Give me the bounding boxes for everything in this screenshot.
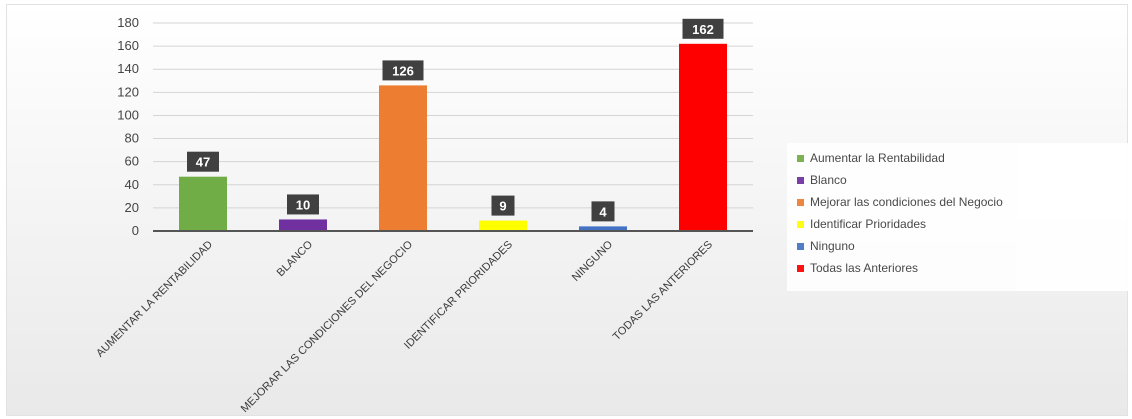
bar <box>379 85 427 232</box>
data-label-text: 4 <box>599 204 607 219</box>
data-label-box <box>682 18 724 39</box>
data-label: 126 <box>382 60 424 81</box>
bar <box>179 176 227 231</box>
legend-label: Ninguno <box>810 239 855 253</box>
legend-swatch <box>797 198 804 206</box>
data-label-text: 9 <box>499 199 506 214</box>
y-tick-label: 160 <box>117 38 139 53</box>
data-label-box <box>382 60 424 81</box>
bars <box>179 43 727 232</box>
legend-item-todas: Todas las Anteriores <box>797 259 918 277</box>
legend-label: Todas las Anteriores <box>810 261 919 275</box>
y-tick-label: 120 <box>117 84 139 99</box>
data-label: 162 <box>682 18 724 39</box>
legend-swatch <box>797 154 804 162</box>
x-tick-label: MEJORAR LAS CONDICIONES DEL NEGOCIO <box>239 238 416 415</box>
y-axis-ticks: 0 20 40 60 80 100 120 140 160 180 <box>117 15 139 238</box>
data-label: 10 <box>287 194 319 215</box>
x-tick-label: AUMENTAR LA RENTABILIDAD <box>94 239 215 360</box>
x-tick-label: IDENTIFICAR PRIORIDADES <box>402 239 515 352</box>
bar <box>479 220 527 231</box>
x-tick-label: NINGUNO <box>570 238 616 284</box>
legend-item-blanco: Blanco <box>797 171 847 189</box>
bar <box>679 43 727 231</box>
y-tick-label: 80 <box>125 131 139 146</box>
y-tick-label: 20 <box>125 200 139 215</box>
legend-item-ninguno: Ninguno <box>797 237 855 255</box>
data-label: 9 <box>491 195 515 216</box>
legend: Aumentar la Rentabilidad Blanco Mejorar … <box>787 143 1132 291</box>
y-tick-label: 0 <box>132 223 139 238</box>
legend-swatch <box>797 176 804 184</box>
bar-chart: 0 20 40 60 80 100 120 140 160 180 47 10 126 9 4 162 AU… <box>94 15 753 415</box>
data-label: 4 <box>591 201 615 222</box>
data-labels: 47 10 126 9 4 162 <box>187 18 724 222</box>
legend-item-identificar: Identificar Prioridades <box>797 215 926 233</box>
legend-item-mejorar: Mejorar las condiciones del Negocio <box>797 193 1003 211</box>
data-label-box <box>187 151 219 172</box>
x-tick-label: BLANCO <box>275 238 316 279</box>
legend-label: Identificar Prioridades <box>810 217 927 231</box>
data-label-text: 126 <box>392 63 414 78</box>
legend-swatch <box>797 264 804 272</box>
gridlines <box>153 22 753 209</box>
y-tick-label: 60 <box>125 154 139 169</box>
y-tick-label: 140 <box>117 61 139 76</box>
data-label-box <box>491 195 515 216</box>
legend-label: Mejorar las condiciones del Negocio <box>810 195 1003 209</box>
y-tick-label: 100 <box>117 107 139 122</box>
legend-swatch <box>797 220 804 228</box>
chart-area: 0 20 40 60 80 100 120 140 160 180 47 10 126 9 4 162 AU… <box>6 4 1132 416</box>
data-label-box <box>591 201 615 222</box>
data-label: 47 <box>187 151 219 172</box>
legend-item-aumentar: Aumentar la Rentabilidad <box>797 149 945 167</box>
data-label-text: 47 <box>196 155 210 170</box>
x-tick-label: TODAS LAS ANTERIORES <box>611 239 715 343</box>
legend-label: Blanco <box>810 173 847 187</box>
y-tick-label: 40 <box>125 177 139 192</box>
y-tick-label: 180 <box>117 15 139 30</box>
data-label-box <box>287 194 319 215</box>
bar <box>279 219 327 231</box>
data-label-text: 162 <box>692 22 714 37</box>
legend-swatch <box>797 242 804 250</box>
data-label-text: 10 <box>296 197 310 212</box>
bar <box>579 226 627 231</box>
legend-label: Aumentar la Rentabilidad <box>810 151 945 165</box>
